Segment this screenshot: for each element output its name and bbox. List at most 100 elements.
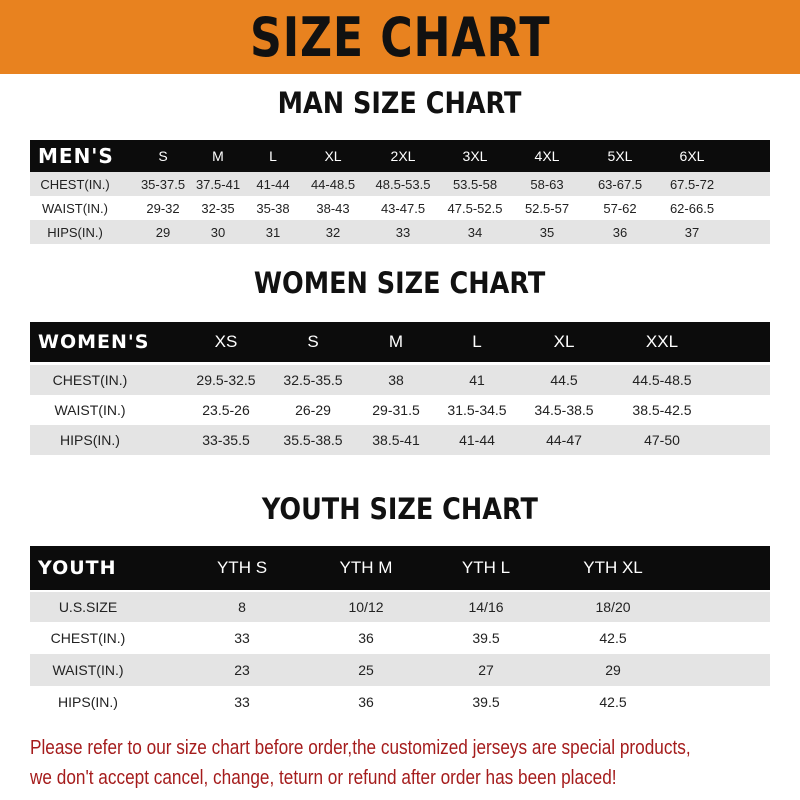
size-header: YTH M [339,558,393,577]
measurement-value: 31 [265,224,281,240]
size-header: 6XL [679,148,705,164]
women-table-label: WOMEN'S [38,331,150,353]
men-section-title: MAN SIZE CHART [278,86,522,120]
measurement-value: 34.5-38.5 [534,402,594,418]
measurement-value: 38.5-42.5 [632,402,692,418]
size-chart-banner: SIZE CHART [0,0,800,74]
table-row: CHEST(IN.) 33 36 39.5 42.5 [30,622,770,654]
men-header-row: MEN'S S M L XL 2XL 3XL 4XL 5XL 6XL [30,140,770,172]
measurement-value: 33 [234,630,250,646]
youth-section-title: YOUTH SIZE CHART [261,492,539,526]
size-header: 4XL [534,148,560,164]
measurement-value: 37.5-41 [195,176,241,192]
notice-line-2: we don't accept cancel, change, teturn o… [30,767,617,789]
measurement-value: 32-35 [201,200,235,216]
women-header-row: WOMEN'S XS S M L XL XXL [30,322,770,362]
measurement-value: 26-29 [295,402,331,418]
measurement-label: WAIST(IN.) [42,200,108,216]
measurement-value: 29 [605,662,621,678]
measurement-value: 39.5 [472,694,500,710]
measurement-value: 35-37.5 [140,176,186,192]
measurement-label: U.S.SIZE [58,599,118,615]
measurement-value: 38-43 [316,200,350,216]
men-table-label: MEN'S [38,144,114,168]
size-header: M [388,332,404,351]
measurement-value: 42.5 [599,630,627,646]
order-notice: Please refer to our size chart before or… [30,733,790,793]
notice-line-1: Please refer to our size chart before or… [30,737,691,759]
measurement-label: CHEST(IN.) [52,372,128,388]
measurement-value: 44-47 [546,432,582,448]
measurement-value: 53.5-58 [452,176,498,192]
size-header: 2XL [390,148,416,164]
measurement-value: 36 [358,694,374,710]
youth-header-row: YOUTH YTH S YTH M YTH L YTH XL [30,546,770,590]
measurement-value: 41-44 [256,176,290,192]
measurement-value: 33-35.5 [202,432,250,448]
measurement-value: 44.5-48.5 [632,372,692,388]
size-header: XS [214,332,238,351]
size-header: M [212,148,224,164]
measurement-value: 67.5-72 [669,176,715,192]
table-row: HIPS(IN.) 33-35.5 35.5-38.5 38.5-41 41-44 44-… [30,425,770,455]
measurement-label: CHEST(IN.) [40,176,110,192]
measurement-value: 23.5-26 [202,402,250,418]
measurement-value: 23 [234,662,250,678]
measurement-value: 32.5-35.5 [283,372,343,388]
measurement-value: 52.5-57 [524,200,570,216]
measurement-value: 25 [358,662,374,678]
measurement-value: 38 [388,372,404,388]
measurement-value: 41-44 [459,432,495,448]
women-section-title: WOMEN SIZE CHART [254,266,546,300]
size-header: 3XL [462,148,488,164]
measurement-value: 33 [234,694,250,710]
measurement-value: 36 [612,224,628,240]
measurement-value: 33 [395,224,411,240]
measurement-value: 10/12 [348,599,384,615]
size-header: 5XL [607,148,633,164]
measurement-value: 18/20 [595,599,631,615]
measurement-value: 8 [238,599,246,615]
banner-title: SIZE CHART [249,5,551,69]
measurement-value: 41 [469,372,485,388]
size-header: XXL [645,332,679,351]
measurement-value: 42.5 [599,694,627,710]
measurement-label: WAIST(IN.) [54,402,126,418]
measurement-value: 29 [155,224,171,240]
measurement-value: 29-31.5 [372,402,420,418]
measurement-value: 27 [478,662,494,678]
measurement-value: 30 [210,224,226,240]
table-row: WAIST(IN.) 23.5-26 26-29 29-31.5 31.5-34.5 34… [30,395,770,425]
measurement-value: 57-62 [603,200,637,216]
measurement-value: 38.5-41 [372,432,420,448]
measurement-value: 62-66.5 [669,200,715,216]
measurement-value: 32 [325,224,341,240]
size-header: XL [553,332,575,351]
table-row: WAIST(IN.) 29-32 32-35 35-38 38-43 43-47.5 47.… [30,196,770,220]
measurement-value: 48.5-53.5 [375,176,431,192]
measurement-value: 29.5-32.5 [196,372,256,388]
table-row: U.S.SIZE 8 10/12 14/16 18/20 [30,592,770,622]
measurement-value: 14/16 [468,599,504,615]
measurement-value: 44.5 [550,372,578,388]
table-row: CHEST(IN.) 29.5-32.5 32.5-35.5 38 41 44.5 44.5… [30,365,770,395]
measurement-value: 44-48.5 [310,176,356,192]
measurement-label: WAIST(IN.) [52,662,124,678]
size-header: L [472,332,482,351]
measurement-value: 37 [684,224,700,240]
measurement-value: 43-47.5 [380,200,426,216]
size-header: YTH S [216,558,268,577]
measurement-value: 36 [358,630,374,646]
table-row: WAIST(IN.) 23 25 27 29 [30,654,770,686]
size-header: S [307,332,319,351]
measurement-value: 35.5-38.5 [283,432,343,448]
measurement-value: 29-32 [146,200,180,216]
size-header: YTH XL [583,558,643,577]
size-header: L [269,148,277,164]
size-header: XL [324,148,342,164]
measurement-label: HIPS(IN.) [60,432,120,448]
measurement-label: HIPS(IN.) [58,694,118,710]
measurement-value: 35 [539,224,555,240]
measurement-value: 58-63 [530,176,564,192]
measurement-label: HIPS(IN.) [47,224,103,240]
